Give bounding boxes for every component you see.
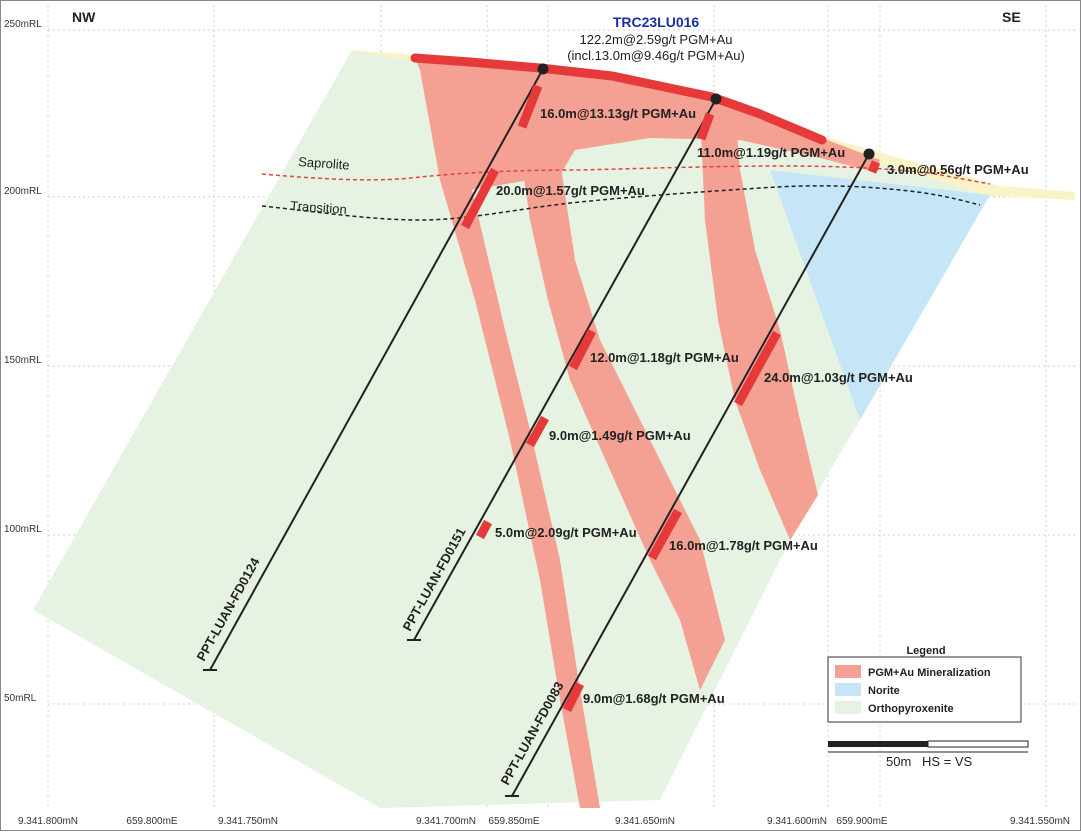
drillhole-fd0083-trace (511, 153, 870, 797)
legend-swatch-orthopyroxenite (835, 701, 861, 714)
collar-fd0151 (710, 93, 722, 105)
top-intercept-line2: (incl.13.0m@9.46g/t PGM+Au) (567, 48, 745, 63)
legend-swatch-norite (835, 683, 861, 696)
intercept-label: 12.0m@1.18g/t PGM+Au (590, 350, 739, 365)
grid-label: 9.341.650mN (615, 816, 675, 827)
rl-label: 100mRL (4, 524, 42, 535)
intercept-label: 3.0m@0.56g/t PGM+Au (887, 162, 1029, 177)
rl-label: 200mRL (4, 186, 42, 197)
intercept-bars (461, 84, 881, 713)
legend-swatch-mineralization (835, 665, 861, 678)
grid-label: 9.341.600mN (767, 816, 827, 827)
drillhole-fd0124-trace (209, 68, 544, 671)
legend-title: Legend (906, 645, 945, 657)
rl-label: 50mRL (4, 693, 37, 704)
intercept-label: 20.0m@1.57g/t PGM+Au (496, 183, 645, 198)
saprolite-contact (261, 165, 991, 185)
cover-strip (352, 50, 1075, 200)
nw-label: NW (72, 9, 96, 25)
intercept-label: 11.0m@1.19g/t PGM+Au (697, 145, 845, 160)
mineralization-lens-west (420, 70, 600, 808)
intercept-label: 9.0m@1.49g/t PGM+Au (549, 428, 691, 443)
grid-label: 659.800mE (126, 816, 177, 827)
scale-bar: 50m HS = VS (828, 740, 1029, 769)
intercept-label: 16.0m@1.78g/t PGM+Au (669, 538, 818, 553)
grid-label: 9.341.750mN (218, 816, 278, 827)
rl-label: 250mRL (4, 19, 42, 30)
top-intercept-line1: 122.2m@2.59g/t PGM+Au (579, 32, 732, 47)
se-label: SE (1002, 9, 1021, 25)
legend-label: PGM+Au Mineralization (868, 667, 991, 679)
bottom-labels: 9.341.800mN 659.800mE 9.341.750mN 9.341.… (18, 816, 1070, 827)
legend-label: Orthopyroxenite (868, 703, 954, 715)
grid-label: 659.900mE (836, 816, 887, 827)
trc23lu016-intercept-trace (410, 53, 827, 145)
hole-title: TRC23LU016 (613, 14, 700, 30)
intercept-label: 24.0m@1.03g/t PGM+Au (764, 370, 913, 385)
intercept-label: 9.0m@1.68g/t PGM+Au (583, 691, 725, 706)
mineralization-lens-central (520, 150, 725, 690)
legend: Legend PGM+Au Mineralization Norite Orth… (827, 645, 1022, 723)
intercept-label: 16.0m@13.13g/t PGM+Au (540, 106, 696, 121)
scale-label: 50m (886, 754, 911, 769)
legend-label: Norite (868, 685, 900, 697)
collar-fd0124 (537, 63, 549, 75)
grid-label: 9.341.700mN (416, 816, 476, 827)
drillhole-fd0151-trace (413, 98, 717, 641)
grid-label: 659.850mE (488, 816, 539, 827)
scale-note: HS = VS (922, 754, 973, 769)
saprolite-label: Saprolite (298, 154, 350, 173)
transition-contact (261, 185, 981, 221)
grid-label: 9.341.550mN (1010, 816, 1070, 827)
transition-label: Transition (290, 198, 348, 217)
rl-labels: 250mRL 200mRL 150mRL 100mRL 50mRL (4, 19, 42, 704)
collar-fd0083 (863, 148, 875, 160)
drillholes (203, 68, 870, 797)
grid-label: 9.341.800mN (18, 816, 78, 827)
intercept-label: 5.0m@2.09g/t PGM+Au (495, 525, 637, 540)
mineralization-lenses (415, 58, 880, 808)
intercept-labels: 16.0m@13.13g/t PGM+Au 11.0m@1.19g/t PGM+… (495, 106, 1029, 706)
mineralization-lens-east (700, 110, 818, 540)
rl-label: 150mRL (4, 355, 42, 366)
